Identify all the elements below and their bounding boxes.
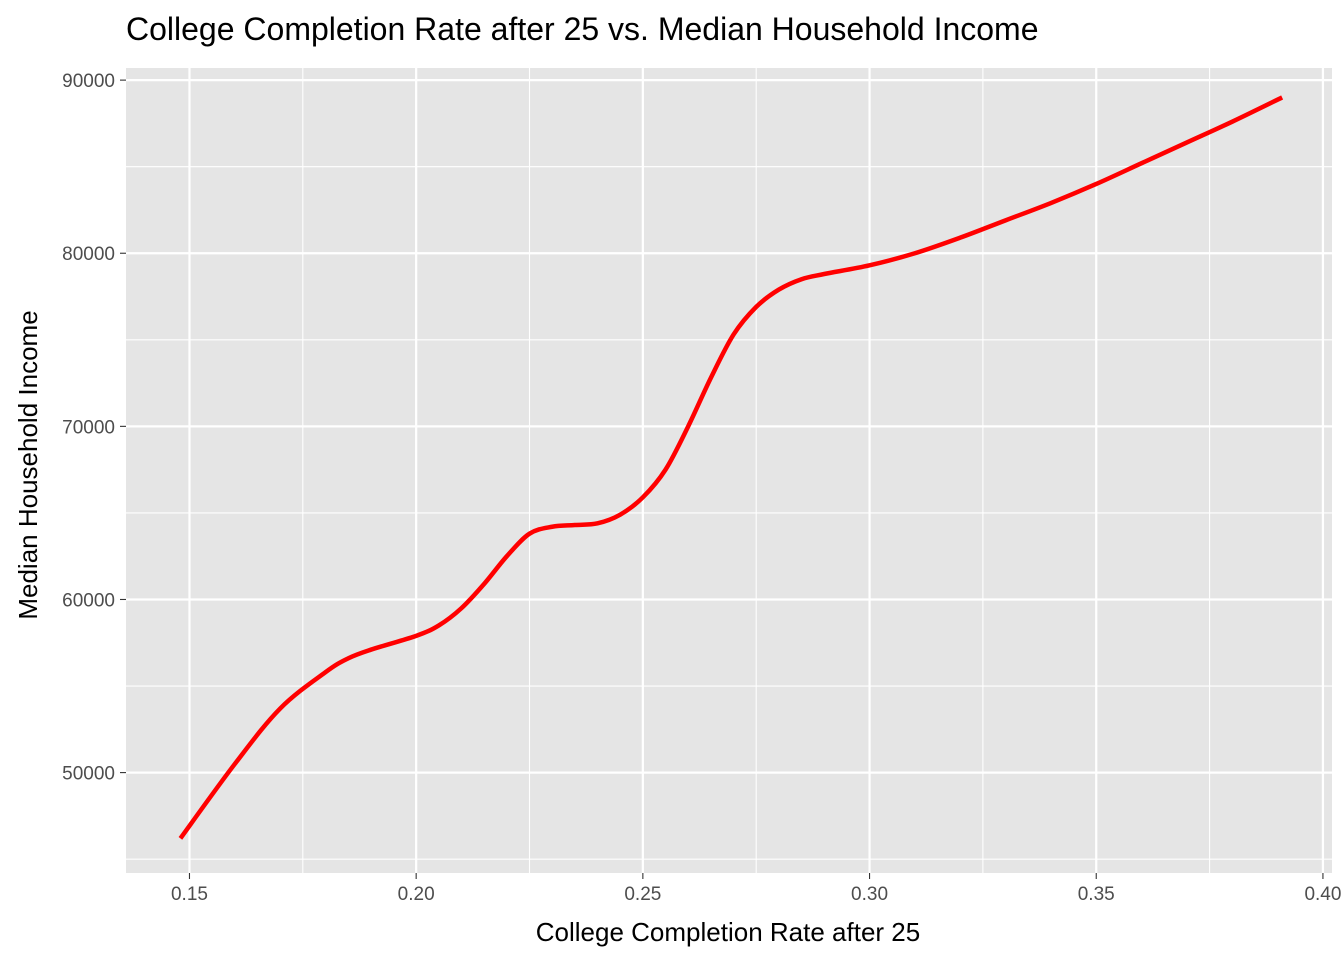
gridlines [126, 68, 1332, 873]
x-tick-label: 0.30 [851, 884, 888, 905]
x-axis-title: College Completion Rate after 25 [536, 917, 920, 947]
plot-panel [126, 68, 1332, 873]
y-tick-label: 70000 [62, 417, 115, 438]
x-tick-label: 0.40 [1304, 884, 1341, 905]
x-tick-label: 0.20 [398, 884, 435, 905]
y-tick-label: 80000 [62, 244, 115, 265]
y-tick-label: 60000 [62, 590, 115, 611]
x-tick-label: 0.25 [624, 884, 661, 905]
y-tick-label: 50000 [62, 764, 115, 785]
series-layer [178, 95, 1284, 840]
chart-title: College Completion Rate after 25 vs. Med… [126, 11, 1039, 47]
x-tick-label: 0.35 [1078, 884, 1115, 905]
series-line-smooth [178, 95, 1284, 840]
axis-ticks: 0.15 0.20 0.25 0.30 0.35 0.40 50000 60000 70000 8… [62, 71, 1341, 905]
y-tick-label: 90000 [62, 71, 115, 92]
y-axis-title: Median Household Income [13, 310, 43, 619]
x-tick-label: 0.15 [171, 884, 208, 905]
